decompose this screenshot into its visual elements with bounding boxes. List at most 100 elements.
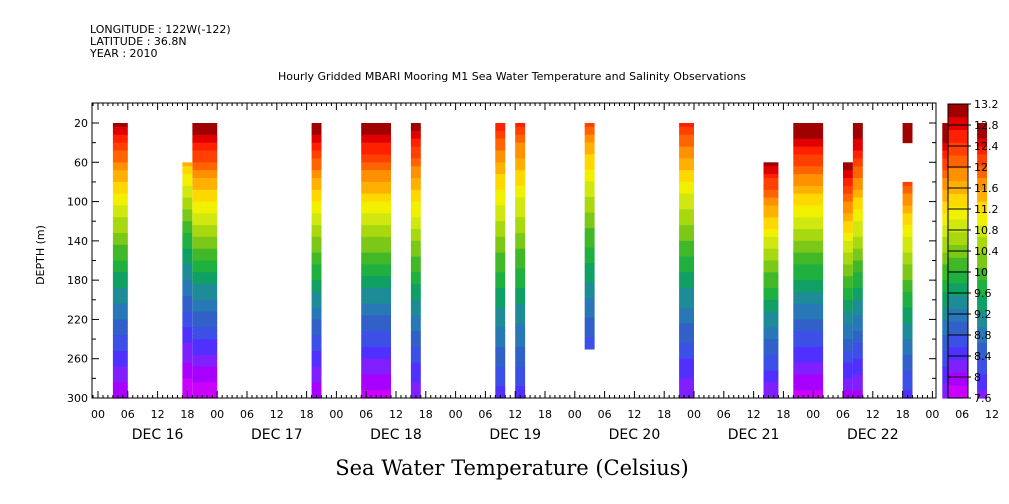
data-cell <box>843 335 853 340</box>
data-cell <box>515 138 526 144</box>
data-cell <box>192 178 218 183</box>
data-cell <box>112 378 128 383</box>
data-cell <box>192 134 218 140</box>
data-cell <box>182 354 193 360</box>
data-cell <box>679 299 694 305</box>
data-cell <box>495 386 506 391</box>
data-cell <box>112 335 128 340</box>
data-cell <box>495 323 506 328</box>
data-cell <box>311 150 322 155</box>
data-cell <box>311 185 322 191</box>
data-cell <box>361 185 391 191</box>
data-cell <box>410 174 421 179</box>
data-cell <box>584 173 595 179</box>
data-cell <box>843 170 853 175</box>
data-cell <box>182 260 193 265</box>
data-cell <box>584 294 595 299</box>
data-cell <box>679 205 694 210</box>
data-cell <box>495 201 506 207</box>
data-cell <box>977 240 987 246</box>
data-cell <box>977 272 987 277</box>
data-cell <box>112 205 128 210</box>
data-cell <box>182 272 193 277</box>
colorbar-label: 8.4 <box>974 350 992 363</box>
data-cell <box>679 323 694 328</box>
data-cell <box>112 193 128 199</box>
data-cell <box>902 221 913 226</box>
data-cell <box>311 268 322 273</box>
data-cell <box>584 286 595 292</box>
data-cell <box>679 295 694 301</box>
colorbar-swatch <box>948 308 968 322</box>
colorbar-label: 9.6 <box>974 287 992 300</box>
data-cell <box>584 169 595 175</box>
data-cell <box>311 264 322 269</box>
data-cell <box>584 271 595 276</box>
data-cell <box>192 358 218 364</box>
data-cell <box>495 280 506 285</box>
data-cell <box>112 162 128 167</box>
data-cell <box>182 256 193 262</box>
data-cell <box>679 315 694 320</box>
data-cell <box>902 303 913 309</box>
data-cell <box>361 209 391 214</box>
data-cell <box>852 181 863 187</box>
colorbar-swatch <box>948 142 968 156</box>
data-cell <box>679 331 694 336</box>
data-cell <box>410 166 421 171</box>
data-cell <box>311 311 322 317</box>
data-cell <box>495 150 506 155</box>
colorbar-label: 10.8 <box>974 224 999 237</box>
data-cell <box>843 221 853 226</box>
data-cell <box>515 233 526 238</box>
data-cell <box>515 130 526 136</box>
data-cell <box>361 126 391 132</box>
data-cell <box>410 233 421 238</box>
data-cell <box>361 339 391 344</box>
data-cell <box>192 244 218 250</box>
data-cell <box>852 315 863 320</box>
data-cell <box>852 378 863 383</box>
data-column <box>763 162 779 399</box>
data-cell <box>852 303 863 309</box>
data-cell <box>495 264 506 269</box>
colorbar-swatch <box>948 321 968 335</box>
data-cell <box>495 276 506 281</box>
data-cell <box>793 343 824 348</box>
data-cell <box>763 354 779 360</box>
data-cell <box>182 276 193 281</box>
x-tick-label: 06 <box>717 408 731 421</box>
x-tick-label: 18 <box>180 408 194 421</box>
data-cell <box>495 126 506 132</box>
data-cell <box>112 362 128 368</box>
data-cell <box>515 390 526 395</box>
data-cell <box>852 162 863 167</box>
data-cell <box>584 232 595 237</box>
data-cell <box>977 213 987 218</box>
data-cell <box>977 197 987 203</box>
data-cell <box>112 178 128 183</box>
x-tick-label: 12 <box>389 408 403 421</box>
data-cell <box>311 146 322 152</box>
data-cell <box>584 317 595 323</box>
data-cell <box>902 382 913 387</box>
data-cell <box>584 321 595 327</box>
data-cell <box>182 307 193 313</box>
data-cell <box>902 295 913 301</box>
data-cell <box>112 130 128 136</box>
data-cell <box>977 252 987 258</box>
data-cell <box>515 284 526 289</box>
x-tick-label: 06 <box>478 408 492 421</box>
data-cell <box>902 189 913 195</box>
data-cell <box>977 378 987 383</box>
data-cell <box>182 378 193 383</box>
data-cell <box>679 252 694 258</box>
data-cell <box>679 123 694 128</box>
data-cell <box>763 339 779 344</box>
data-cell <box>311 130 322 136</box>
data-cell <box>852 205 863 210</box>
colorbar-label: 9.2 <box>974 308 992 321</box>
data-cell <box>793 197 824 203</box>
data-column <box>679 123 694 399</box>
data-cell <box>763 170 779 175</box>
